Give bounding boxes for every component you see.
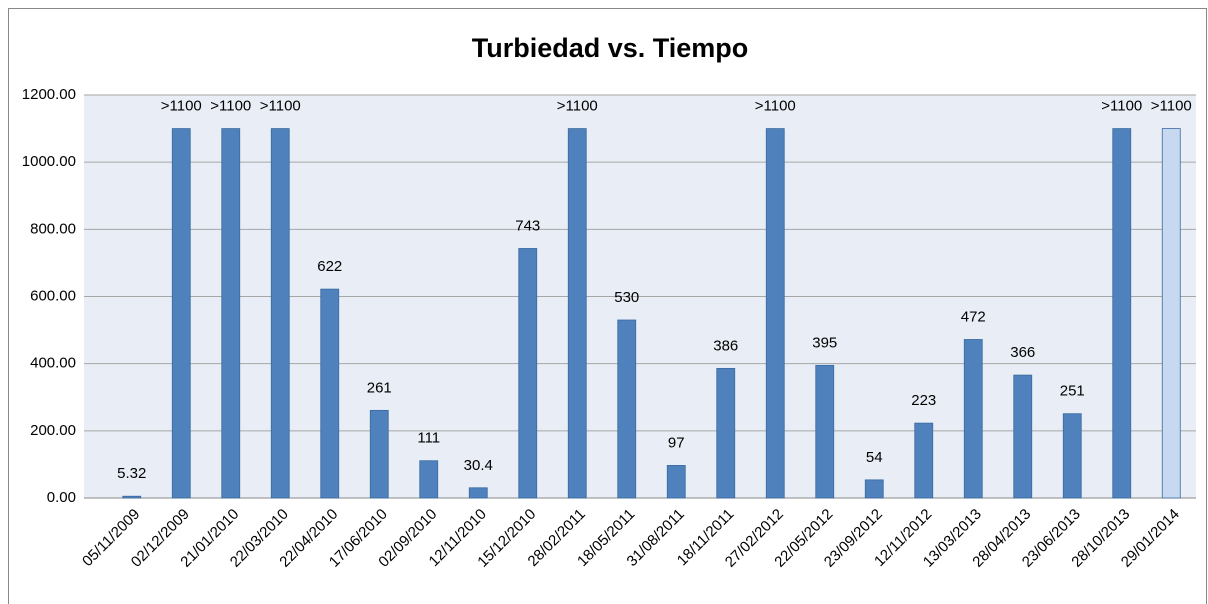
data-label: 530: [614, 289, 639, 306]
data-label: 223: [911, 392, 936, 409]
y-tick-label: 1200.00: [22, 86, 76, 103]
data-label: >1100: [210, 98, 251, 115]
data-label: 54: [866, 449, 883, 466]
bar: [617, 319, 637, 499]
bar: [518, 248, 538, 499]
y-tick-label: 0.00: [47, 489, 76, 506]
data-label: >1100: [1101, 98, 1142, 115]
data-label: 386: [713, 337, 738, 354]
data-label: 472: [961, 308, 986, 325]
y-tick-label: 800.00: [30, 220, 76, 237]
bar: [864, 479, 884, 499]
bar: [221, 128, 241, 499]
bar: [468, 487, 488, 499]
bar: [963, 339, 983, 499]
bar: [369, 409, 389, 499]
data-label: 111: [417, 430, 440, 447]
data-label: 743: [515, 217, 540, 234]
y-tick-label: 200.00: [30, 422, 76, 439]
bar: [716, 367, 736, 499]
bar: [666, 465, 686, 499]
bar: [171, 128, 191, 499]
data-label: 366: [1010, 344, 1035, 361]
bar: [1013, 374, 1033, 499]
y-tick-label: 1000.00: [22, 153, 76, 170]
data-label: 5.32: [117, 465, 146, 482]
bar: [914, 422, 934, 499]
data-label: 97: [668, 434, 685, 451]
bar: [419, 460, 439, 499]
data-label: 251: [1060, 383, 1085, 400]
bar: [765, 128, 785, 499]
bar: [1062, 413, 1082, 499]
bar: [1112, 128, 1132, 499]
bar: [270, 128, 290, 499]
data-label: >1100: [260, 98, 301, 115]
chart-title: Turbiedad vs. Tiempo: [472, 33, 749, 63]
y-tick-label: 400.00: [30, 355, 76, 372]
data-label: >1100: [1151, 98, 1192, 115]
bar: [567, 128, 587, 499]
bar: [320, 288, 340, 499]
data-label: 30.4: [464, 457, 493, 474]
data-label: >1100: [161, 98, 202, 115]
data-label: 261: [367, 379, 392, 396]
data-label: 622: [317, 258, 342, 275]
y-tick-label: 600.00: [30, 287, 76, 304]
bar: [815, 364, 835, 499]
data-label: 395: [812, 334, 837, 351]
data-label: >1100: [557, 98, 598, 115]
bar: [122, 495, 142, 499]
data-label: >1100: [755, 98, 796, 115]
bar: [1161, 128, 1181, 499]
